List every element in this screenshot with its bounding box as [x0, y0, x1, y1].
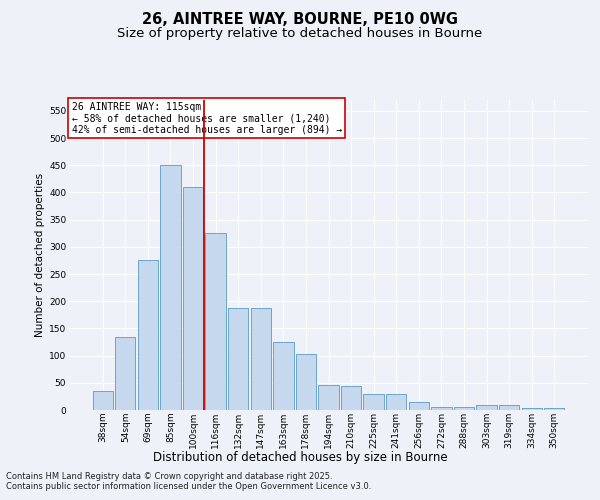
Bar	[476, 405, 497, 410]
Bar	[319, 385, 338, 410]
Bar	[499, 405, 519, 410]
Text: Contains public sector information licensed under the Open Government Licence v3: Contains public sector information licen…	[6, 482, 371, 491]
Bar	[92, 391, 113, 410]
Bar	[228, 308, 248, 410]
Y-axis label: Number of detached properties: Number of detached properties	[35, 173, 45, 337]
Text: Size of property relative to detached houses in Bourne: Size of property relative to detached ho…	[118, 28, 482, 40]
Bar	[364, 394, 384, 410]
Bar	[544, 408, 565, 410]
Bar	[138, 260, 158, 410]
Text: 26 AINTREE WAY: 115sqm
← 58% of detached houses are smaller (1,240)
42% of semi-: 26 AINTREE WAY: 115sqm ← 58% of detached…	[71, 102, 342, 134]
Bar	[251, 308, 271, 410]
Bar	[296, 354, 316, 410]
Bar	[273, 342, 293, 410]
Text: 26, AINTREE WAY, BOURNE, PE10 0WG: 26, AINTREE WAY, BOURNE, PE10 0WG	[142, 12, 458, 28]
Bar	[386, 394, 406, 410]
Bar	[409, 402, 429, 410]
Bar	[454, 408, 474, 410]
Bar	[341, 386, 361, 410]
Bar	[205, 233, 226, 410]
Text: Distribution of detached houses by size in Bourne: Distribution of detached houses by size …	[152, 451, 448, 464]
Bar	[183, 187, 203, 410]
Bar	[160, 166, 181, 410]
Bar	[521, 408, 542, 410]
Bar	[431, 408, 452, 410]
Text: Contains HM Land Registry data © Crown copyright and database right 2025.: Contains HM Land Registry data © Crown c…	[6, 472, 332, 481]
Bar	[115, 336, 136, 410]
